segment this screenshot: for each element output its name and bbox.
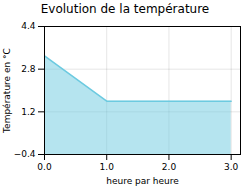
svg-text:3.0: 3.0 bbox=[224, 162, 239, 172]
svg-text:0.0: 0.0 bbox=[37, 162, 52, 172]
svg-text:4.4: 4.4 bbox=[21, 21, 36, 31]
svg-text:heure par heure: heure par heure bbox=[106, 176, 179, 186]
html-text:Evolution de la température: Evolution de la température bbox=[40, 2, 210, 16]
svg-text:2.0: 2.0 bbox=[162, 162, 177, 172]
svg-text:−0.4: −0.4 bbox=[14, 149, 36, 159]
svg-text:2.8: 2.8 bbox=[21, 64, 36, 74]
svg-text:1.2: 1.2 bbox=[21, 107, 35, 117]
svg-text:1.0: 1.0 bbox=[100, 162, 115, 172]
svg-text:Température en °C: Température en °C bbox=[2, 48, 12, 134]
